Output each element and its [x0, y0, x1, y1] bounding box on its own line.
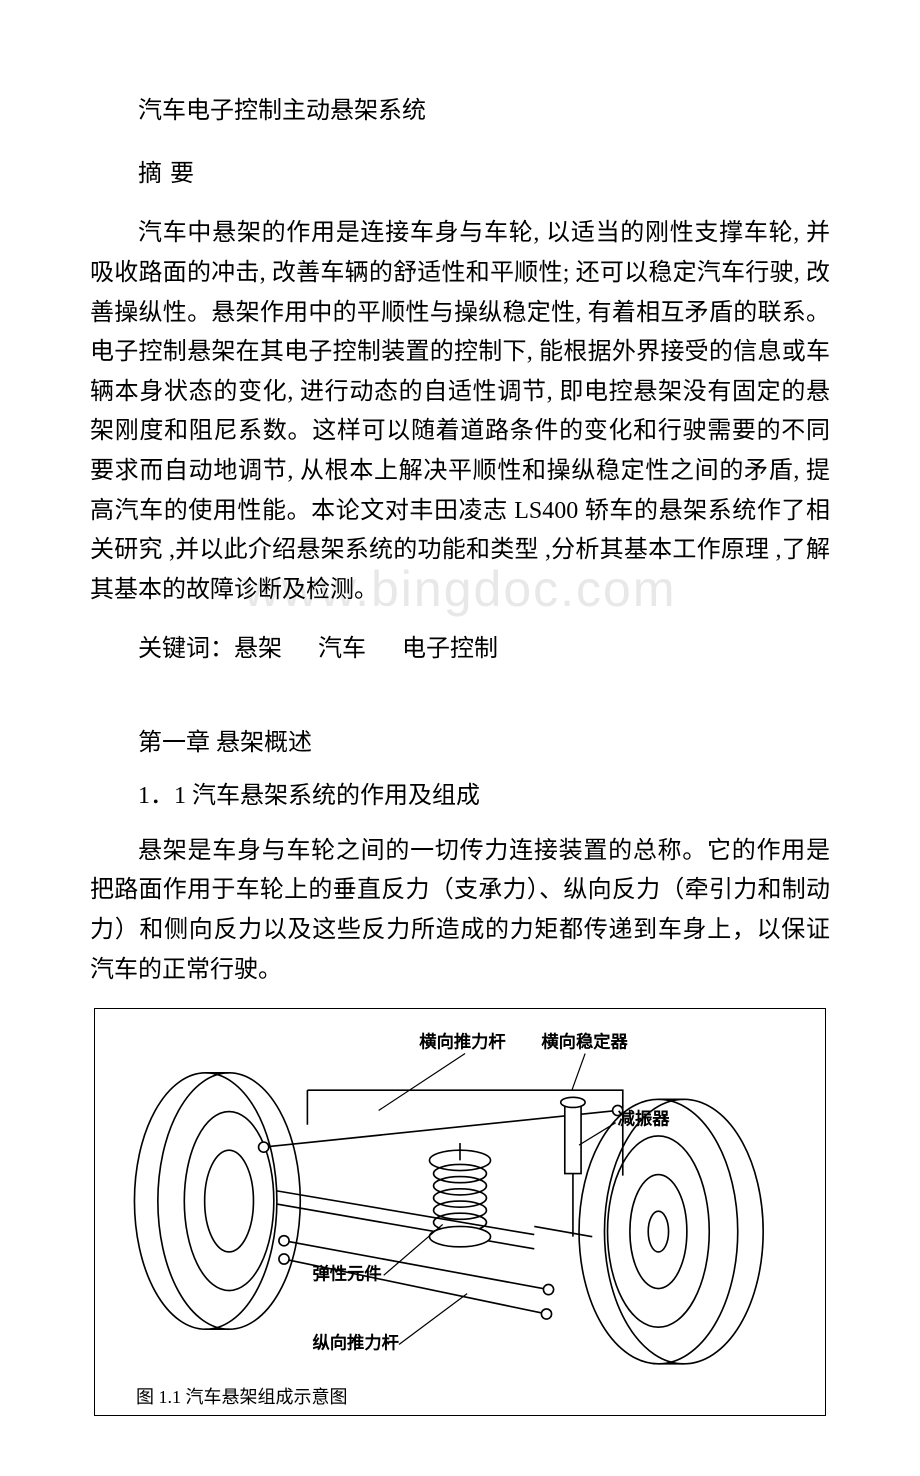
coil-spring-icon [429, 1143, 490, 1247]
label-elastic-element: 弹性元件 [312, 1264, 381, 1284]
section-1-1-heading: 1．1 汽车悬架系统的作用及组成 [90, 775, 830, 818]
abstract-label: 摘 要 [90, 153, 830, 196]
figure-1-1-caption: 图 1.1 汽车悬架组成示意图 [109, 1383, 811, 1409]
label-stabilizer-bar: 横向稳定器 [541, 1032, 628, 1052]
section-1-1-body: 悬架是车身与车轮之间的一切传力连接装置的总称。它的作用是把路面作用于车轮上的垂直… [90, 832, 830, 990]
left-wheel-icon [134, 1073, 300, 1329]
page: www.bingdoc.com 汽车电子控制主动悬架系统 摘 要 汽车中悬架的作… [0, 0, 920, 1476]
label-longitudinal-rod: 纵向推力杆 [312, 1333, 398, 1353]
label-shock-absorber: 减振器 [618, 1109, 671, 1129]
chapter-1-heading: 第一章 悬架概述 [90, 722, 830, 765]
abstract-body: 汽车中悬架的作用是连接车身与车轮, 以适当的刚性支撑车轮, 并吸收路面的冲击, … [90, 214, 830, 610]
shock-absorber-icon [561, 1098, 585, 1237]
content: 汽车电子控制主动悬架系统 摘 要 汽车中悬架的作用是连接车身与车轮, 以适当的刚… [90, 90, 830, 1416]
label-lateral-thrust-rod: 横向推力杆 [419, 1032, 505, 1052]
keywords-label: 关键词： [138, 636, 234, 662]
keyword-1: 悬架 [234, 636, 282, 662]
figure-1-1: 横向推力杆 横向稳定器 减振器 弹性元件 纵向推力杆 图 1.1 汽车悬架组成示… [94, 1008, 826, 1416]
keywords-line: 关键词：悬架 汽车 电子控制 [90, 628, 830, 671]
leader-lines [379, 1054, 616, 1345]
keyword-3: 电子控制 [402, 636, 498, 662]
doc-title: 汽车电子控制主动悬架系统 [90, 90, 830, 133]
right-wheel-icon [579, 1100, 763, 1365]
keyword-2: 汽车 [318, 636, 366, 662]
suspension-diagram: 横向推力杆 横向稳定器 减振器 弹性元件 纵向推力杆 [109, 1023, 811, 1379]
